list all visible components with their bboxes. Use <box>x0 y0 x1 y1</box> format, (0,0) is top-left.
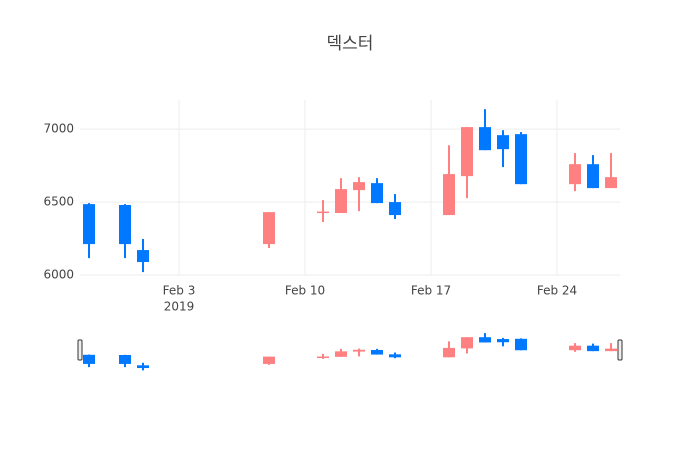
candle-body <box>479 337 491 343</box>
candle-body <box>119 205 131 245</box>
candle-body <box>515 338 527 351</box>
y-tick-label: 6500 <box>43 195 74 209</box>
candle-body <box>569 345 581 351</box>
candle-body <box>605 348 617 352</box>
candle-body <box>371 183 383 204</box>
candle-body <box>587 345 599 352</box>
candle-body <box>317 211 329 214</box>
candle-body <box>497 135 509 150</box>
candle-body <box>587 164 599 189</box>
candle-body <box>461 127 473 177</box>
candle-body <box>263 212 275 245</box>
x-tick-label: Feb 24 <box>537 284 577 298</box>
candle-body <box>335 351 347 357</box>
candle-body <box>497 339 509 343</box>
candle-body <box>389 354 401 358</box>
y-tick-label: 6000 <box>43 268 74 282</box>
range-handle[interactable] <box>77 339 83 361</box>
x-tick-label: Feb 10 <box>285 284 325 298</box>
x-tick-label: Feb 17 <box>411 284 451 298</box>
candle-body <box>317 356 329 358</box>
candle-body <box>371 350 383 355</box>
candle-body <box>137 365 149 369</box>
chart-title: 덱스터 <box>327 34 374 54</box>
candle-body <box>137 250 149 263</box>
candle-body <box>479 127 491 151</box>
x-year-label: 2019 <box>164 300 195 314</box>
range-handle[interactable] <box>617 339 623 361</box>
candle-body <box>119 355 131 364</box>
candle-body <box>335 189 347 214</box>
candle-body <box>605 177 617 189</box>
y-tick-label: 7000 <box>43 122 74 136</box>
candle-body <box>461 337 473 349</box>
candle-body <box>569 164 581 185</box>
candle-body <box>263 356 275 364</box>
candle-body <box>443 174 455 216</box>
candle-body <box>389 202 401 216</box>
candle-body <box>353 182 365 191</box>
candle-body <box>83 354 95 364</box>
candle-body <box>353 349 365 352</box>
candle-body <box>515 134 527 185</box>
candle-body <box>443 347 455 358</box>
x-tick-label: Feb 3 <box>163 284 196 298</box>
candle-body <box>83 204 95 245</box>
